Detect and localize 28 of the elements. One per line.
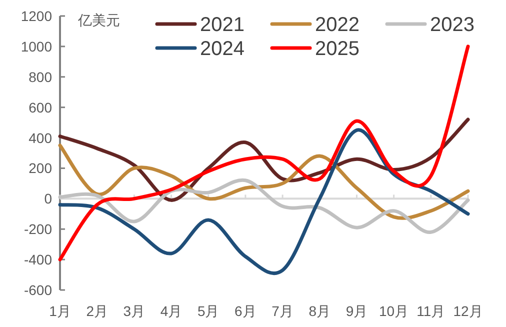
- x-tick-label: 8月: [308, 303, 331, 319]
- y-axis-title: 亿美元: [77, 12, 120, 28]
- x-tick-label: 10月: [379, 303, 409, 319]
- y-tick-label: 400: [28, 130, 52, 146]
- x-tick-label: 5月: [197, 303, 220, 319]
- legend-label: 2025: [315, 38, 360, 60]
- y-tick-label: 800: [28, 68, 52, 85]
- legend-label: 2022: [315, 14, 360, 36]
- y-tick-label: 1000: [20, 38, 52, 54]
- y-tick-label: 0: [44, 190, 52, 207]
- x-tick-label: 9月: [346, 303, 368, 319]
- y-tick-label: -200: [24, 221, 52, 238]
- x-tick-label: 11月: [416, 303, 446, 319]
- y-tick-label: 600: [28, 99, 52, 116]
- legend-label: 2021: [200, 14, 244, 36]
- x-tick-label: 7月: [272, 303, 294, 319]
- x-tick-label: 12月: [453, 303, 483, 319]
- y-tick-label: -600: [24, 282, 52, 298]
- x-tick-label: 1月: [49, 303, 71, 319]
- x-tick-label: 3月: [123, 303, 146, 319]
- y-tick-label: 200: [28, 160, 52, 176]
- legend-label: 2023: [430, 14, 474, 36]
- x-tick-label: 2月: [86, 303, 108, 319]
- legend-label: 2024: [200, 38, 244, 60]
- x-tick-label: 6月: [234, 303, 256, 319]
- y-tick-label: 1200: [20, 8, 52, 24]
- y-tick-label: -400: [24, 252, 52, 268]
- x-tick-label: 4月: [160, 303, 182, 319]
